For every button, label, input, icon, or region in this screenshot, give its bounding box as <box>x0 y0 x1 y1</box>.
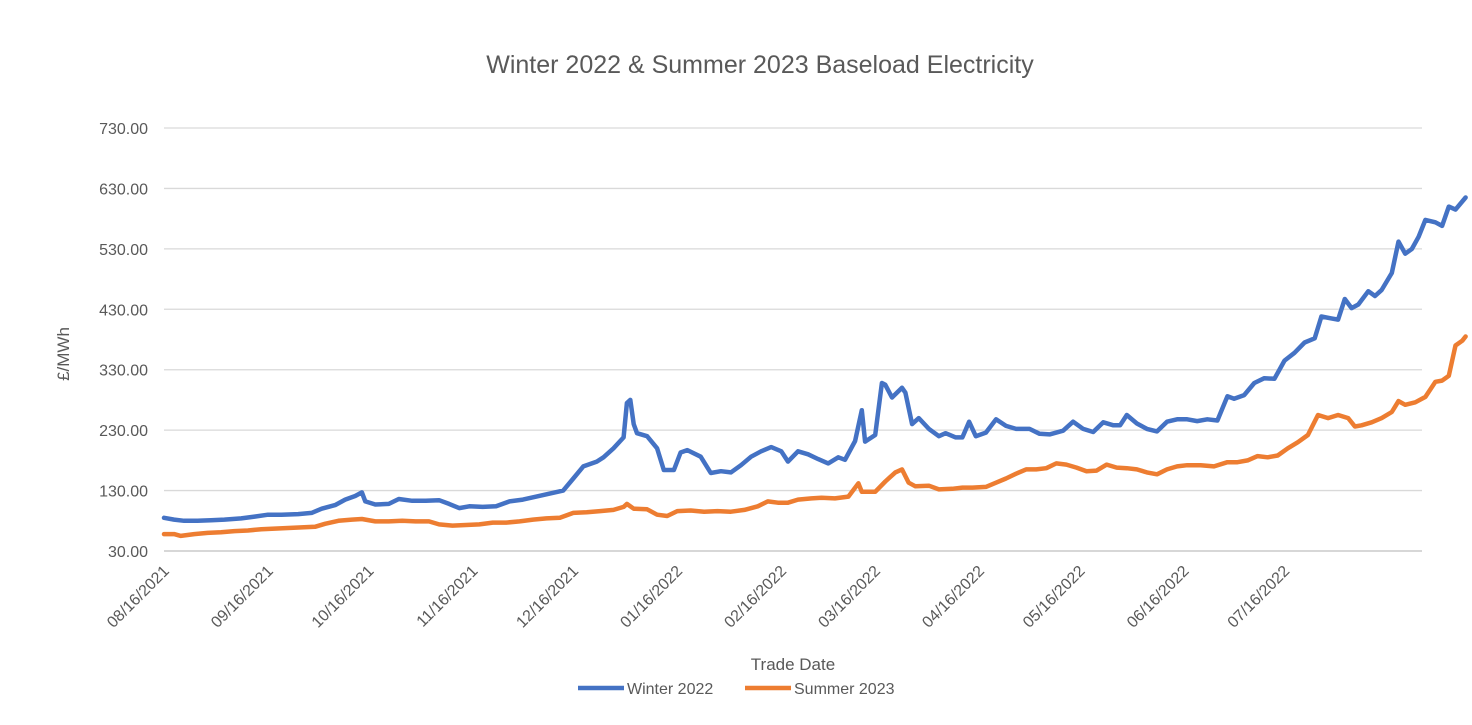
y-tick-label: 430.00 <box>99 302 148 319</box>
y-tick-label: 630.00 <box>99 181 148 198</box>
x-tick-label: 06/16/2022 <box>1124 563 1193 632</box>
x-tick-label: 12/16/2021 <box>513 563 582 632</box>
x-tick-label: 01/16/2022 <box>617 563 686 632</box>
x-tick-label: 09/16/2021 <box>208 563 277 632</box>
y-tick-label: 530.00 <box>99 242 148 259</box>
series-lines <box>161 195 1468 539</box>
x-tick-label: 03/16/2022 <box>815 563 884 632</box>
chart-title: Winter 2022 & Summer 2023 Baseload Elect… <box>486 51 1034 79</box>
legend-label: Summer 2023 <box>794 681 895 698</box>
y-tick-label: 730.00 <box>99 121 148 138</box>
series-line-summer-2023 <box>161 334 1468 539</box>
x-tick-label: 08/16/2021 <box>104 563 173 632</box>
legend-label: Winter 2022 <box>627 681 713 698</box>
legend: Winter 2022 Summer 2023 <box>578 681 895 698</box>
y-tick-label: 30.00 <box>108 544 148 561</box>
y-axis-ticks: 30.00 130.00 230.00 330.00 430.00 530.00 630.0… <box>99 121 148 561</box>
gridlines <box>164 127 1422 492</box>
y-tick-label: 230.00 <box>99 423 148 440</box>
x-tick-label: 04/16/2022 <box>919 563 988 632</box>
x-tick-label: 05/16/2022 <box>1020 563 1089 632</box>
x-tick-label: 10/16/2021 <box>309 563 378 632</box>
x-tick-label: 11/16/2021 <box>414 563 482 631</box>
y-axis-title: £/MWh <box>54 327 73 381</box>
x-axis-ticks: 08/16/2021 09/16/2021 10/16/2021 11/16/2021… <box>104 563 1293 632</box>
y-tick-label: 130.00 <box>99 484 148 501</box>
x-axis-title: Trade Date <box>751 655 835 674</box>
x-tick-label: 02/16/2022 <box>721 563 790 632</box>
x-tick-label: 07/16/2022 <box>1225 563 1294 632</box>
series-line-winter-2022 <box>161 195 1468 524</box>
y-tick-label: 330.00 <box>99 363 148 380</box>
